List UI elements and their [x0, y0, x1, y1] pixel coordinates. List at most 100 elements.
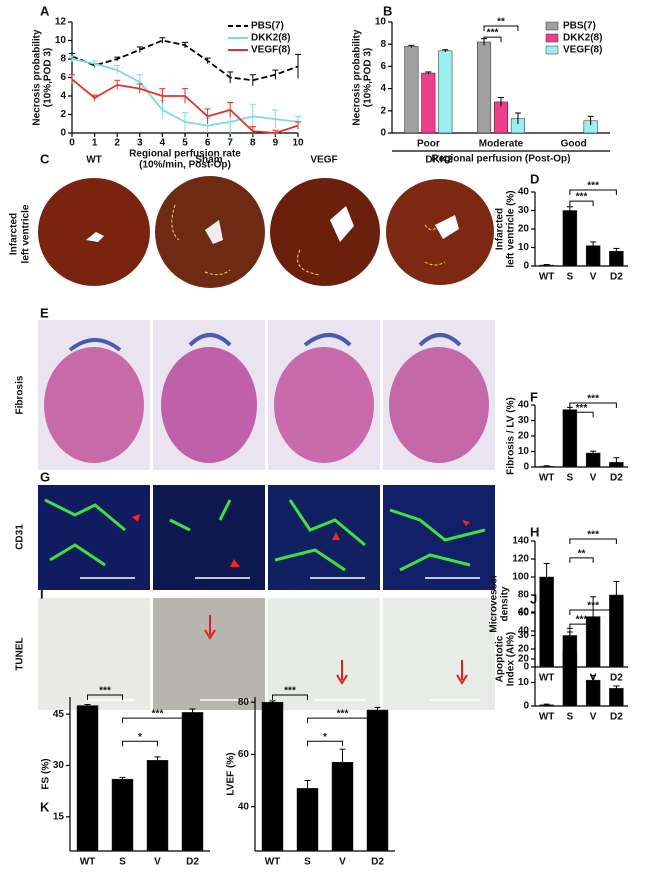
lumen	[330, 206, 354, 242]
capillaries	[44, 498, 486, 572]
y-tick-label: 10	[518, 446, 530, 457]
panel-label: F	[530, 389, 538, 404]
vessel	[68, 333, 462, 352]
significance-label: ***	[152, 709, 164, 720]
x-tick-label: V	[590, 473, 597, 484]
significance-bracket	[483, 36, 502, 43]
significance-bracket	[569, 189, 617, 195]
x-tick-label: WT	[539, 712, 555, 723]
x-tick-label: 5	[182, 138, 188, 149]
bar	[493, 101, 509, 134]
x-axis-label: Regional perfusion (Post-Op)	[432, 154, 571, 165]
x-tick-label: 1	[92, 138, 98, 149]
y-tick-label: 4	[380, 83, 386, 94]
image-bg	[383, 598, 495, 710]
row-label: Infarcted	[9, 213, 20, 255]
y-axis-label: Necrosis probability	[352, 29, 363, 126]
y-tick-label: 10	[518, 242, 530, 253]
lumen	[205, 220, 223, 244]
image-bg	[153, 598, 265, 710]
y-tick-label: 100	[512, 572, 529, 583]
panel-label: J	[530, 591, 537, 606]
lumen	[86, 232, 104, 242]
heart-section	[38, 178, 150, 286]
y-tick-label: 60	[518, 608, 530, 619]
significance-bracket	[87, 694, 123, 700]
column-label: VEGF	[310, 155, 337, 166]
bar	[421, 72, 436, 134]
y-tick-label: 2	[380, 105, 386, 116]
x-tick-label: D2	[186, 857, 199, 868]
significance-label: ***	[587, 601, 599, 612]
panel-label: H	[530, 524, 539, 539]
y-tick-label: 40	[518, 400, 530, 411]
x-tick-label: 2	[114, 138, 120, 149]
x-tick-label: Moderate	[479, 139, 524, 150]
y-tick-label: 20	[518, 224, 530, 235]
y-tick-label: 12	[55, 17, 67, 28]
y-tick-label: 10	[55, 35, 67, 46]
legend-swatch	[545, 45, 559, 55]
y-axis-label: density	[500, 586, 511, 621]
y-tick-label: 120	[512, 554, 529, 565]
infarct-outline	[171, 204, 231, 276]
heart-section	[270, 178, 380, 286]
panel-c-images	[38, 176, 494, 288]
y-tick-label: 4	[60, 91, 66, 102]
y-tick-label: 40	[518, 187, 530, 198]
panel-label: G	[40, 469, 50, 484]
x-tick-label: V	[154, 857, 161, 868]
panel-label: B	[383, 3, 392, 18]
significance-label: ***	[337, 709, 349, 720]
panel-label: D	[530, 171, 539, 186]
y-axis-label: Necrosis probability	[32, 29, 43, 126]
significance-bracket	[569, 557, 594, 563]
y-axis-label: FS (%)	[41, 758, 52, 789]
infarct-outline	[424, 224, 446, 266]
lumen	[435, 215, 459, 239]
heart-stain	[274, 347, 374, 463]
significance-bracket	[569, 538, 617, 544]
y-tick-label: 40	[518, 626, 530, 637]
y-tick-label: 80	[238, 697, 250, 708]
bar	[609, 688, 624, 707]
x-tick-label: V	[590, 272, 597, 283]
image-bg	[268, 598, 380, 710]
y-tick-label: 40	[518, 607, 530, 618]
legend-swatch	[545, 33, 559, 43]
x-tick-label: V	[339, 857, 346, 868]
x-tick-label: WT	[80, 857, 96, 868]
x-tick-label: WT	[539, 473, 555, 484]
x-tick-label: 7	[227, 138, 233, 149]
significance-label: ***	[99, 686, 111, 697]
panel-label: I	[40, 586, 44, 601]
x-tick-label: 10	[292, 138, 304, 149]
x-tick-label: V	[590, 712, 597, 723]
significance-label: **	[578, 549, 586, 560]
image-bg	[153, 485, 265, 590]
bar	[585, 452, 601, 468]
x-axis-label: Regional perfusion rate	[129, 149, 241, 160]
panel-label: E	[40, 305, 49, 320]
infarct-outline	[297, 249, 321, 276]
significance-label: **	[497, 17, 505, 28]
heart-stain	[44, 347, 144, 463]
y-axis-label: Fibrosis / LV (%)	[506, 397, 517, 475]
x-tick-label: 6	[205, 138, 211, 149]
x-tick-label: 9	[273, 138, 279, 149]
y-axis-label: LVEF (%)	[226, 752, 237, 795]
y-tick-label: 20	[518, 644, 530, 655]
x-tick-label: Good	[561, 139, 587, 150]
x-tick-label: S	[567, 473, 574, 484]
y-tick-label: 6	[60, 72, 66, 83]
y-tick-label: 10	[375, 17, 387, 28]
y-axis-label: Apoptotic	[495, 635, 506, 682]
significance-bracket	[569, 402, 617, 408]
significance-label: ***	[576, 192, 588, 203]
y-tick-label: 40	[238, 801, 250, 812]
bar	[438, 50, 453, 134]
x-tick-label: WT	[539, 272, 555, 283]
x-axis-label: (10%/min, Post-Op)	[139, 160, 231, 171]
row-label: CD31	[15, 524, 26, 550]
legend-label: PBS(7)	[251, 21, 284, 32]
